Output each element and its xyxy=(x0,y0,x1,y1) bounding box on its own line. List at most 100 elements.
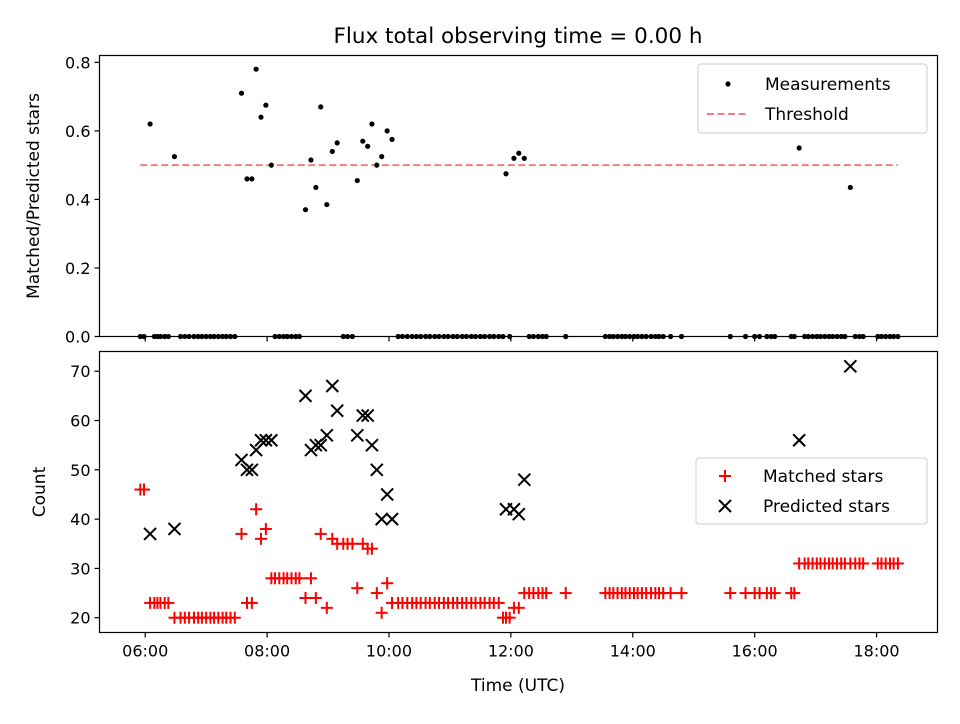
bottom-panel: 06:00 08:00 10:00 12:00 14:00 16:00 18:00 20 30… xyxy=(30,350,939,696)
top-y-ticks: 0.0 0.2 0.4 0.6 0.8 xyxy=(65,53,100,347)
top-axes-frame xyxy=(98,54,939,338)
predicted-star-point xyxy=(330,403,344,418)
measurement-point xyxy=(384,128,390,134)
measurement-point xyxy=(263,102,269,108)
bottom-y-tick-label: 40 xyxy=(70,510,90,529)
matched-star-point xyxy=(137,483,150,496)
x-tick-label: 06:00 xyxy=(122,642,168,661)
measurement-point xyxy=(354,177,360,184)
matched-star-point xyxy=(304,572,317,585)
matched-star-point xyxy=(314,527,327,540)
predicted-star-point xyxy=(259,433,273,447)
legend-threshold-label: Threshold xyxy=(764,105,849,125)
legend-measurements-marker xyxy=(725,81,731,87)
top-y-tick-label: 0.0 xyxy=(65,328,90,347)
matched-star-point xyxy=(235,527,248,540)
measurement-point xyxy=(516,150,522,156)
measurement-point xyxy=(521,155,527,161)
x-tick-label: 16:00 xyxy=(732,642,778,661)
x-tick-label: 08:00 xyxy=(244,642,290,661)
x-tick-label: 10:00 xyxy=(366,642,412,661)
measurement-point xyxy=(365,143,371,149)
matched-star-point xyxy=(255,532,268,545)
matched-star-point xyxy=(664,587,677,600)
predicted-star-point xyxy=(245,463,259,477)
matched-star-point xyxy=(724,587,737,600)
bottom-marks xyxy=(134,359,904,624)
matched-star-point xyxy=(293,572,306,585)
bottom-legend-box xyxy=(695,457,928,525)
measurement-point xyxy=(171,153,178,160)
measurement-point xyxy=(268,162,274,168)
measurement-point xyxy=(379,153,385,160)
measurement-point xyxy=(847,184,853,191)
matched-star-point xyxy=(162,596,175,609)
matched-star-point xyxy=(857,557,870,570)
predicted-star-point xyxy=(517,472,531,487)
legend-predicted-label: Predicted stars xyxy=(763,497,890,517)
predicted-star-point xyxy=(264,433,279,447)
matched-star-point xyxy=(228,611,241,624)
top-legend: Measurements Threshold xyxy=(697,63,928,134)
measurement-point xyxy=(244,176,250,182)
top-panel: 0.00.20.40.60.8 Matched/Predicted stars … xyxy=(24,53,939,347)
top-legend-box xyxy=(697,63,928,134)
top-y-tick-label: 0.8 xyxy=(65,53,90,72)
matched-star-point xyxy=(891,557,904,570)
legend-matched-marker xyxy=(719,470,731,482)
matched-star-point xyxy=(299,591,312,604)
measurement-point xyxy=(369,121,375,127)
predicted-star-point xyxy=(320,428,334,443)
measurement-point xyxy=(334,140,340,146)
matched-star-point xyxy=(259,522,272,535)
measurement-point xyxy=(360,138,366,144)
measurement-point xyxy=(389,136,395,143)
matched-star-point xyxy=(540,587,553,600)
legend-measurements-label: Measurements xyxy=(765,75,891,95)
bottom-y-tick-label: 20 xyxy=(70,609,90,628)
predicted-star-point xyxy=(143,527,157,541)
x-tick-label: 18:00 xyxy=(853,642,899,661)
matched-star-point xyxy=(381,577,394,590)
bottom-x-ticks: 06:00 08:00 10:00 12:00 14:00 16:00 18:00 xyxy=(122,632,900,661)
predicted-star-point xyxy=(370,463,384,477)
matched-star-point xyxy=(492,596,505,609)
predicted-star-point xyxy=(309,438,323,452)
x-axis-label: Time (UTC) xyxy=(470,676,565,696)
measurement-point xyxy=(374,162,380,168)
predicted-star-point xyxy=(298,389,313,403)
bottom-y-tick-label: 50 xyxy=(70,461,90,480)
bottom-y-tick-label: 70 xyxy=(70,362,90,381)
predicted-star-point xyxy=(167,522,182,536)
measurement-point xyxy=(258,114,264,120)
predicted-star-point xyxy=(240,463,254,477)
measurement-point xyxy=(147,121,153,127)
predicted-star-point xyxy=(374,512,389,526)
legend-matched-label: Matched stars xyxy=(763,467,883,487)
matched-star-point xyxy=(559,587,572,600)
matched-star-point xyxy=(309,591,322,604)
bottom-legend: Matched stars Predicted stars xyxy=(695,457,928,525)
matched-star-point xyxy=(675,587,688,600)
predicted-star-point xyxy=(234,453,249,467)
top-x-ticks xyxy=(144,336,878,342)
predicted-star-point xyxy=(792,433,806,447)
matched-star-point xyxy=(375,606,388,619)
measurement-point xyxy=(318,104,324,110)
measurement-point xyxy=(329,148,335,155)
bottom-y-ticks: 20 30 40 50 60 70 xyxy=(70,362,100,628)
matched-star-point xyxy=(370,587,383,600)
predicted-star-point xyxy=(365,438,379,452)
matched-star-point xyxy=(351,582,364,595)
predicted-star-point xyxy=(350,428,365,443)
x-tick-label: 14:00 xyxy=(610,642,656,661)
x-tick-label: 12:00 xyxy=(488,642,534,661)
measurement-point xyxy=(308,157,314,163)
matched-star-point xyxy=(768,587,781,600)
top-y-tick-label: 0.6 xyxy=(65,122,90,141)
predicted-star-point xyxy=(380,487,394,502)
predicted-star-point xyxy=(512,507,526,521)
bottom-y-tick-label: 30 xyxy=(70,559,90,578)
predicted-star-point xyxy=(314,438,328,452)
top-y-tick-label: 0.4 xyxy=(65,190,90,209)
